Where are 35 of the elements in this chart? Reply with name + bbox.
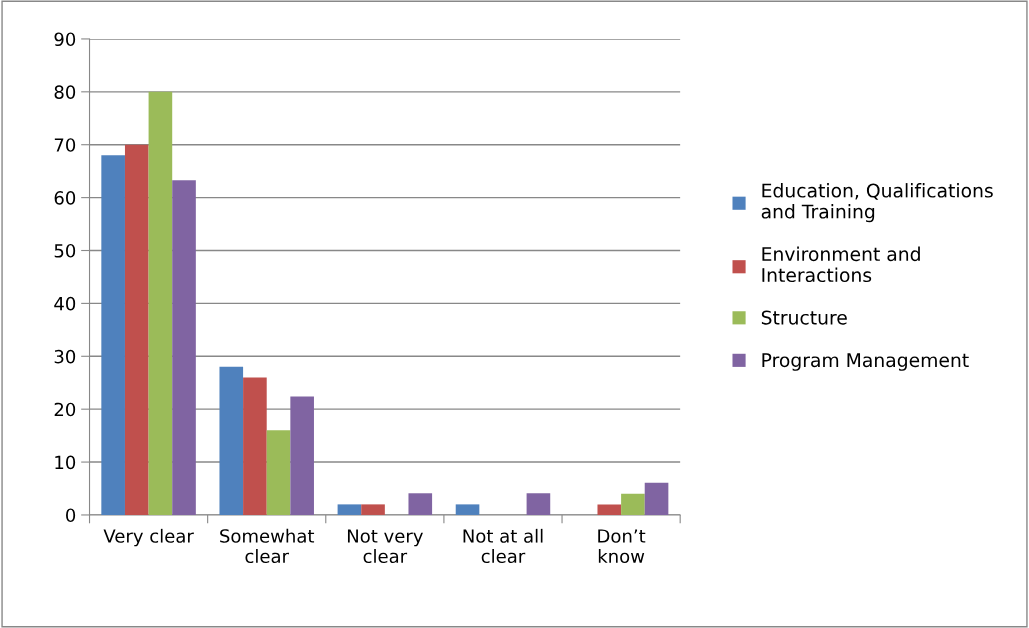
bar: [148, 91, 173, 515]
bar: [266, 430, 291, 515]
y-tick-label: 70: [54, 138, 76, 152]
x-tick-label: Somewhat clear: [220, 528, 315, 564]
bar: [408, 493, 433, 515]
y-tick-label: 30: [54, 349, 76, 364]
y-tick-label: 80: [54, 85, 76, 99]
y-tick-label: 20: [54, 402, 76, 417]
y-tick-label: 40: [54, 296, 76, 311]
y-tick-label: 10: [55, 455, 76, 470]
legend-label: Environment and Interactions: [762, 246, 920, 283]
legend-label: Program Management: [762, 353, 969, 371]
legend-label: Structure: [761, 310, 847, 325]
bar: [101, 155, 125, 515]
bar: [124, 144, 149, 515]
x-tick-label: Not at all clear: [463, 528, 543, 564]
bar: [219, 366, 244, 515]
bar: [621, 493, 645, 515]
bar: [337, 504, 362, 515]
y-tick-label: 60: [54, 191, 76, 205]
bar: [526, 493, 551, 515]
x-tick-label: Very clear: [103, 528, 194, 547]
y-tick-label: 50: [54, 243, 76, 258]
x-tick-label: Don’t know: [598, 529, 646, 564]
bar: [172, 180, 196, 515]
y-tick-label: 0: [66, 508, 76, 523]
bar: [597, 504, 622, 515]
bar: [243, 377, 267, 515]
bar: [361, 504, 385, 515]
bar: [455, 504, 480, 515]
bar: [290, 396, 314, 515]
x-tick-label: Not very clear: [347, 529, 423, 564]
y-tick-label: 90: [54, 32, 76, 47]
legend-label: Education, Qualifications and Training: [761, 183, 993, 223]
bar: [644, 482, 669, 515]
